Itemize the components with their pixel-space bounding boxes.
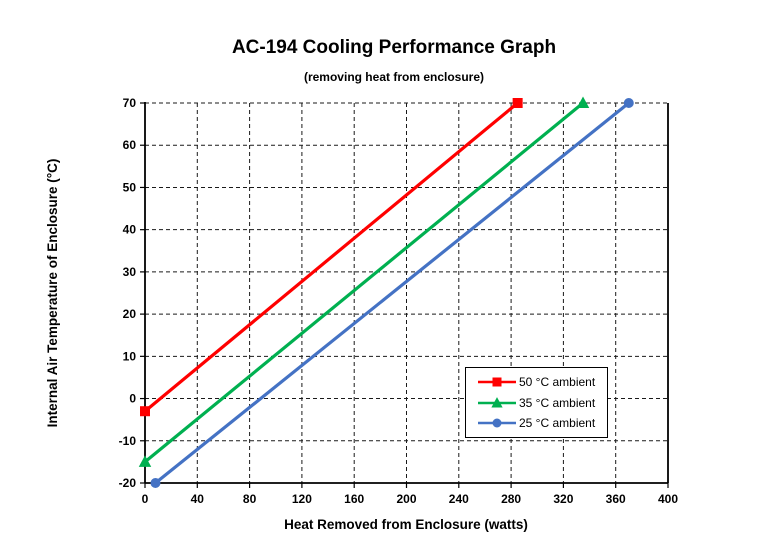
legend-swatch-marker bbox=[491, 396, 503, 407]
y-tick-label: -20 bbox=[119, 476, 137, 490]
series-marker-0 bbox=[140, 406, 150, 417]
y-tick-label: 10 bbox=[123, 349, 137, 363]
series-line-1 bbox=[143, 101, 585, 464]
series-marker-0 bbox=[512, 98, 523, 108]
y-tick-label: 20 bbox=[123, 307, 137, 321]
x-tick-label: 80 bbox=[243, 492, 257, 506]
y-axis-title: Internal Air Temperature of Enclosure (°… bbox=[45, 159, 60, 428]
y-tick-label: 50 bbox=[123, 180, 137, 194]
legend-item-50c-ambient: 50 °C ambient bbox=[478, 376, 607, 388]
series-marker-1 bbox=[576, 96, 590, 108]
x-tick-label: 0 bbox=[142, 492, 149, 506]
x-tick-label: 400 bbox=[658, 492, 678, 506]
series-line-0 bbox=[143, 101, 519, 413]
x-tick-label: 40 bbox=[191, 492, 205, 506]
legend-swatch-square-icon bbox=[478, 377, 516, 387]
y-tick-label: 0 bbox=[129, 392, 136, 406]
legend-item-25c-ambient: 25 °C ambient bbox=[478, 417, 607, 429]
series-line-2 bbox=[154, 101, 630, 485]
series-marker-1 bbox=[138, 455, 152, 467]
legend-swatch-marker bbox=[492, 418, 502, 428]
y-tick-label: 60 bbox=[123, 138, 137, 152]
legend-item-35c-ambient: 35 °C ambient bbox=[478, 397, 607, 409]
y-tick-label: 40 bbox=[123, 223, 137, 237]
x-tick-label: 240 bbox=[449, 492, 469, 506]
legend-swatch-circle-icon bbox=[478, 418, 516, 428]
legend-label: 50 °C ambient bbox=[519, 375, 596, 390]
legend-label: 25 °C ambient bbox=[519, 415, 596, 430]
x-tick-label: 320 bbox=[553, 492, 573, 506]
x-axis-title: Heat Removed from Enclosure (watts) bbox=[284, 517, 528, 532]
x-tick-label: 120 bbox=[292, 492, 312, 506]
chart-legend: 50 °C ambient 35 °C ambient 25 °C ambien… bbox=[465, 367, 608, 438]
y-tick-label: -10 bbox=[119, 434, 137, 448]
x-tick-label: 280 bbox=[501, 492, 521, 506]
y-tick-label: 30 bbox=[123, 265, 137, 279]
legend-swatch-marker bbox=[492, 377, 502, 387]
chart-subtitle: (removing heat from enclosure) bbox=[304, 70, 484, 84]
y-tick-label: 70 bbox=[123, 96, 137, 110]
legend-swatch-triangle-icon bbox=[478, 396, 516, 407]
x-tick-label: 360 bbox=[606, 492, 626, 506]
series-marker-2 bbox=[623, 98, 634, 108]
x-tick-label: 200 bbox=[396, 492, 416, 506]
x-tick-label: 160 bbox=[344, 492, 364, 506]
chart-title: AC-194 Cooling Performance Graph bbox=[232, 37, 556, 58]
legend-label: 35 °C ambient bbox=[519, 395, 596, 410]
series-marker-2 bbox=[150, 478, 161, 488]
